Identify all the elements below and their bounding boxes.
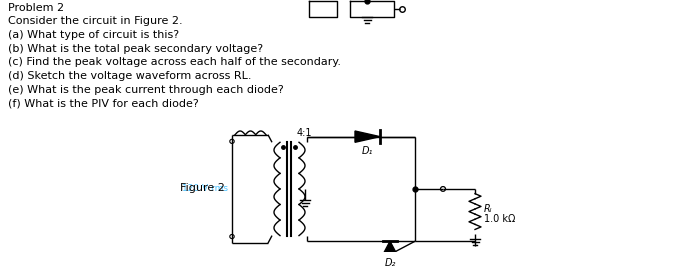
Text: Consider the circuit in Figure 2.: Consider the circuit in Figure 2. xyxy=(8,17,183,26)
Text: Figure 2: Figure 2 xyxy=(180,183,225,194)
Text: (f) What is the PIV for each diode?: (f) What is the PIV for each diode? xyxy=(8,99,199,108)
Text: (c) Find the peak voltage across each half of the secondary.: (c) Find the peak voltage across each ha… xyxy=(8,57,341,68)
Polygon shape xyxy=(355,131,380,142)
Text: 1.0 kΩ: 1.0 kΩ xyxy=(484,214,515,224)
Polygon shape xyxy=(383,241,397,254)
Text: D₁: D₁ xyxy=(362,146,373,156)
Text: 4:1: 4:1 xyxy=(297,128,312,138)
Text: Problem 2: Problem 2 xyxy=(8,3,64,13)
Text: 120 V rms: 120 V rms xyxy=(182,184,228,193)
Text: D₂: D₂ xyxy=(384,258,395,267)
Text: (b) What is the total peak secondary voltage?: (b) What is the total peak secondary vol… xyxy=(8,44,263,54)
Text: Rₗ: Rₗ xyxy=(484,204,492,214)
Text: (e) What is the peak current through each diode?: (e) What is the peak current through eac… xyxy=(8,85,284,95)
Text: (a) What type of circuit is this?: (a) What type of circuit is this? xyxy=(8,30,179,40)
Text: (d) Sketch the voltage waveform across RL.: (d) Sketch the voltage waveform across R… xyxy=(8,71,251,81)
